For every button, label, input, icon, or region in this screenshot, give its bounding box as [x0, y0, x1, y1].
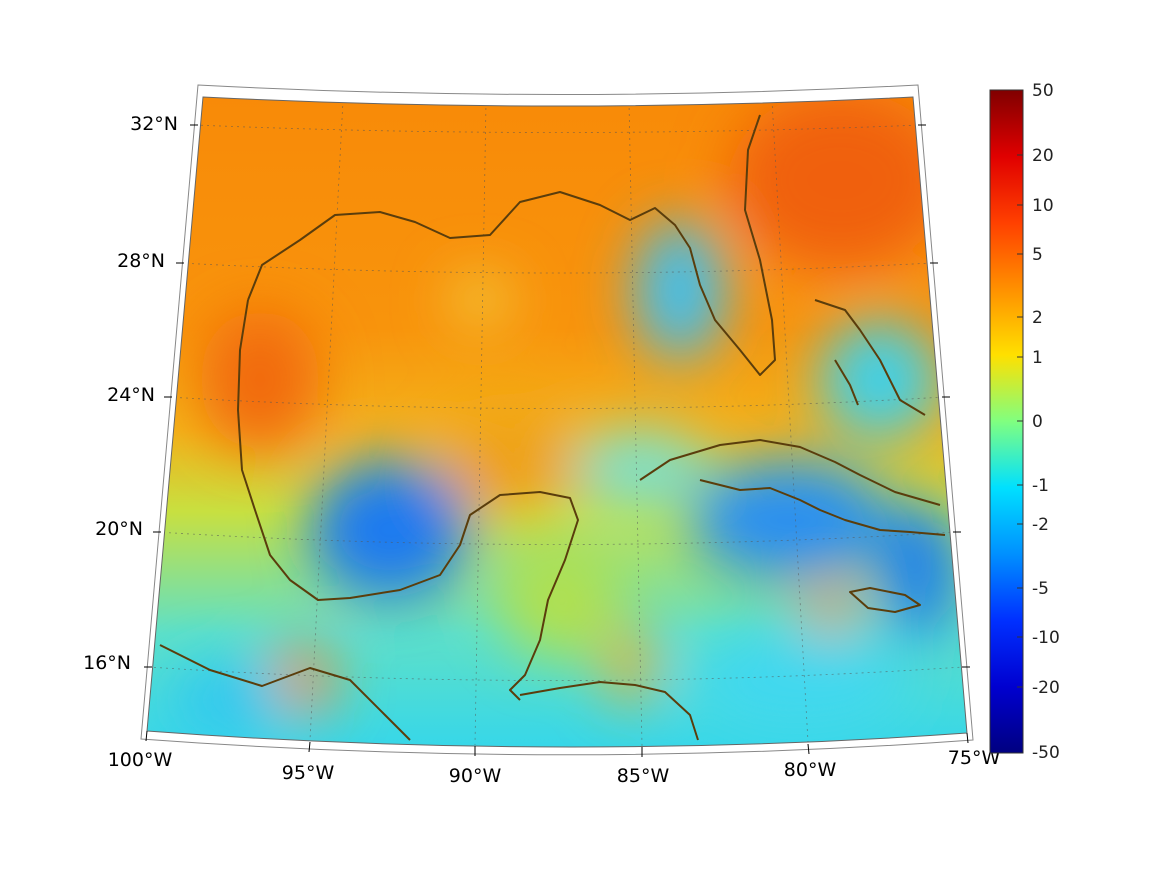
colorbar: 50 20 10 5 2 1 0 -1 -2 -5 -10 -20 -50: [989, 81, 1060, 763]
lon-label-90w: 90°W: [449, 765, 502, 787]
lat-label-20n: 20°N: [95, 518, 143, 540]
colorbar-tick-label: -5: [1032, 579, 1049, 599]
lat-label-24n: 24°N: [107, 384, 155, 406]
colorbar-tick-label: 0: [1032, 412, 1043, 432]
colorbar-tick-label: -50: [1032, 743, 1060, 763]
colorbar-tick-label: -2: [1032, 515, 1049, 535]
lon-label-100w: 100°W: [108, 749, 173, 771]
colorbar-tick-label: 20: [1032, 146, 1054, 166]
lon-label-75w: 75°W: [948, 747, 1001, 769]
lat-label-16n: 16°N: [83, 652, 131, 674]
map-ticks: [144, 124, 970, 757]
colorbar-tick-label: 2: [1032, 308, 1043, 328]
map-outer-frame: [140, 84, 974, 756]
graticule: [147, 99, 964, 747]
colorbar-tick-label: -10: [1032, 628, 1060, 648]
map-field: [147, 97, 967, 748]
colorbar-labels: 50 20 10 5 2 1 0 -1 -2 -5 -10 -20 -50: [1032, 81, 1060, 763]
colorbar-tick-label: 1: [1032, 348, 1043, 368]
colorbar-tick-label: -1: [1032, 476, 1049, 496]
colorbar-tick-label: 5: [1032, 245, 1043, 265]
colorbar-tick-label: 50: [1032, 81, 1054, 101]
colorbar-ticks: [1017, 154, 1023, 688]
lon-label-85w: 85°W: [617, 765, 670, 787]
map-frame: [146, 96, 968, 748]
latitude-labels: 32°N 28°N 24°N 20°N 16°N: [83, 113, 178, 674]
lon-label-80w: 80°W: [784, 759, 837, 781]
longitude-labels: 100°W 95°W 90°W 85°W 80°W 75°W: [108, 747, 1001, 787]
lat-label-28n: 28°N: [117, 250, 165, 272]
lat-label-32n: 32°N: [130, 113, 178, 135]
lon-label-95w: 95°W: [282, 762, 335, 784]
colorbar-tick-label: -20: [1032, 678, 1060, 698]
colorbar-tick-label: 10: [1032, 196, 1054, 216]
coastline: [159, 114, 946, 741]
